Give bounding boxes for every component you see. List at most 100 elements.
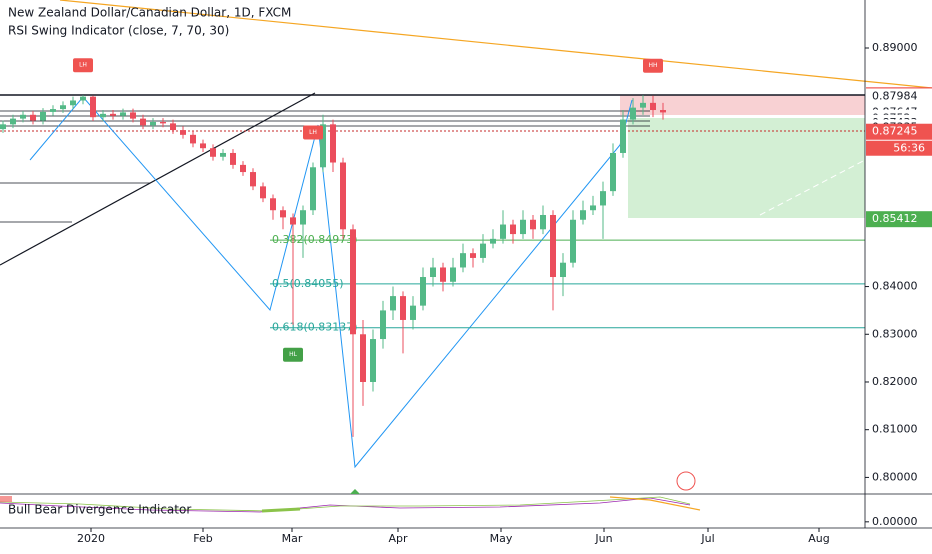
candle-body xyxy=(230,152,236,165)
candle-body xyxy=(340,162,346,230)
x-tick-label: Jun xyxy=(594,532,612,545)
indicator-line xyxy=(0,497,691,513)
candle-body xyxy=(650,102,656,111)
candle-body xyxy=(190,134,196,144)
countdown-tag xyxy=(866,140,932,156)
candle-body xyxy=(430,267,436,278)
swing-marker xyxy=(73,58,93,73)
candle-body xyxy=(270,198,276,211)
candle-body xyxy=(580,210,586,220)
indicator-name: Bull Bear Divergence Indicator xyxy=(8,503,191,517)
fib-label: 0.618(0.83137) xyxy=(272,321,358,334)
candle-body xyxy=(180,130,186,135)
candle-body xyxy=(40,111,46,121)
candle-body xyxy=(370,339,376,382)
candle-body xyxy=(560,262,566,278)
swing-label: LH xyxy=(79,62,87,69)
candle-body xyxy=(300,210,306,225)
price-tag xyxy=(866,211,932,228)
y-tick-label: 0.80000 xyxy=(872,470,918,483)
y2-tick-label: 0.00000 xyxy=(872,515,918,528)
candle-body xyxy=(530,219,536,230)
event-icon xyxy=(676,471,696,491)
candle-body xyxy=(200,143,206,149)
candle-body xyxy=(620,119,626,153)
candle-body xyxy=(630,107,636,120)
indicator-name: RSI Swing Indicator (close, 7, 70, 30) xyxy=(8,24,229,38)
candle-body xyxy=(10,118,16,125)
candle-body xyxy=(410,305,416,320)
swing-marker xyxy=(303,125,323,140)
swing-label: HL xyxy=(289,351,298,358)
candle-body xyxy=(660,110,666,113)
candle-body xyxy=(260,186,266,199)
candle-body xyxy=(470,253,476,258)
candle-body xyxy=(550,214,556,278)
candle-body xyxy=(120,112,126,116)
price-tag xyxy=(866,123,932,140)
x-tick-label: Mar xyxy=(282,532,303,545)
candle-body xyxy=(450,267,456,282)
price-tag-label: 0.87245 xyxy=(872,125,918,138)
candle-body xyxy=(510,224,516,235)
candle-body xyxy=(540,214,546,230)
fib-label: 0.382(0.84973) xyxy=(272,233,358,246)
candle-body xyxy=(440,267,446,282)
signal-marker xyxy=(350,489,360,494)
x-tick-label: Jul xyxy=(700,532,714,545)
y-tick-label: 0.89000 xyxy=(872,41,918,54)
candle-body xyxy=(490,238,496,244)
countdown: 56:36 xyxy=(893,142,925,155)
trend-line xyxy=(59,0,932,89)
candle-body xyxy=(240,164,246,173)
divergence-line xyxy=(609,496,701,511)
x-tick-label: Apr xyxy=(388,532,408,545)
swing-label: HH xyxy=(648,62,657,69)
fib-label: 0.5(0.84055) xyxy=(272,277,344,290)
x-tick-label: May xyxy=(490,532,513,545)
candle-body xyxy=(290,217,296,225)
candle-body xyxy=(400,296,406,320)
y-tick-label: 0.83000 xyxy=(872,327,918,340)
candle-body xyxy=(590,205,596,211)
candle-body xyxy=(170,123,176,131)
candle-body xyxy=(640,102,646,108)
candle-body xyxy=(0,124,6,130)
target-zone xyxy=(628,118,865,218)
candle-body xyxy=(110,113,116,116)
y-tick-label: 0.81000 xyxy=(872,423,918,436)
candle-body xyxy=(600,191,606,206)
candle-body xyxy=(210,148,216,157)
candle-body xyxy=(30,114,36,121)
swing-marker xyxy=(643,58,663,73)
swing-marker xyxy=(283,347,303,362)
candle-body xyxy=(500,224,506,239)
x-tick-label: Feb xyxy=(193,532,212,545)
candle-body xyxy=(420,277,426,306)
candle-body xyxy=(220,152,226,157)
candle-body xyxy=(460,253,466,268)
divergence-line xyxy=(261,507,301,513)
x-tick-label: 2020 xyxy=(77,532,105,545)
candle-body xyxy=(320,124,326,168)
candle-body xyxy=(20,114,26,119)
price-tag-label: 0.87984 xyxy=(872,89,918,102)
swing-label: LH xyxy=(309,129,317,136)
candle-body xyxy=(130,112,136,119)
candle-body xyxy=(90,96,96,118)
price-tag xyxy=(866,88,932,105)
candle-body xyxy=(250,172,256,187)
x-tick-label: Aug xyxy=(808,532,829,545)
y-tick-label: 0.84000 xyxy=(872,280,918,293)
signal-marker xyxy=(0,496,12,502)
candle-body xyxy=(350,229,356,335)
candle-body xyxy=(380,310,386,340)
trend-line xyxy=(0,92,316,266)
candle-body xyxy=(160,121,166,124)
candle-body xyxy=(280,210,286,218)
candle-body xyxy=(70,100,76,106)
candle-body xyxy=(150,121,156,126)
candle-body xyxy=(80,96,86,101)
candle-body xyxy=(360,334,366,382)
